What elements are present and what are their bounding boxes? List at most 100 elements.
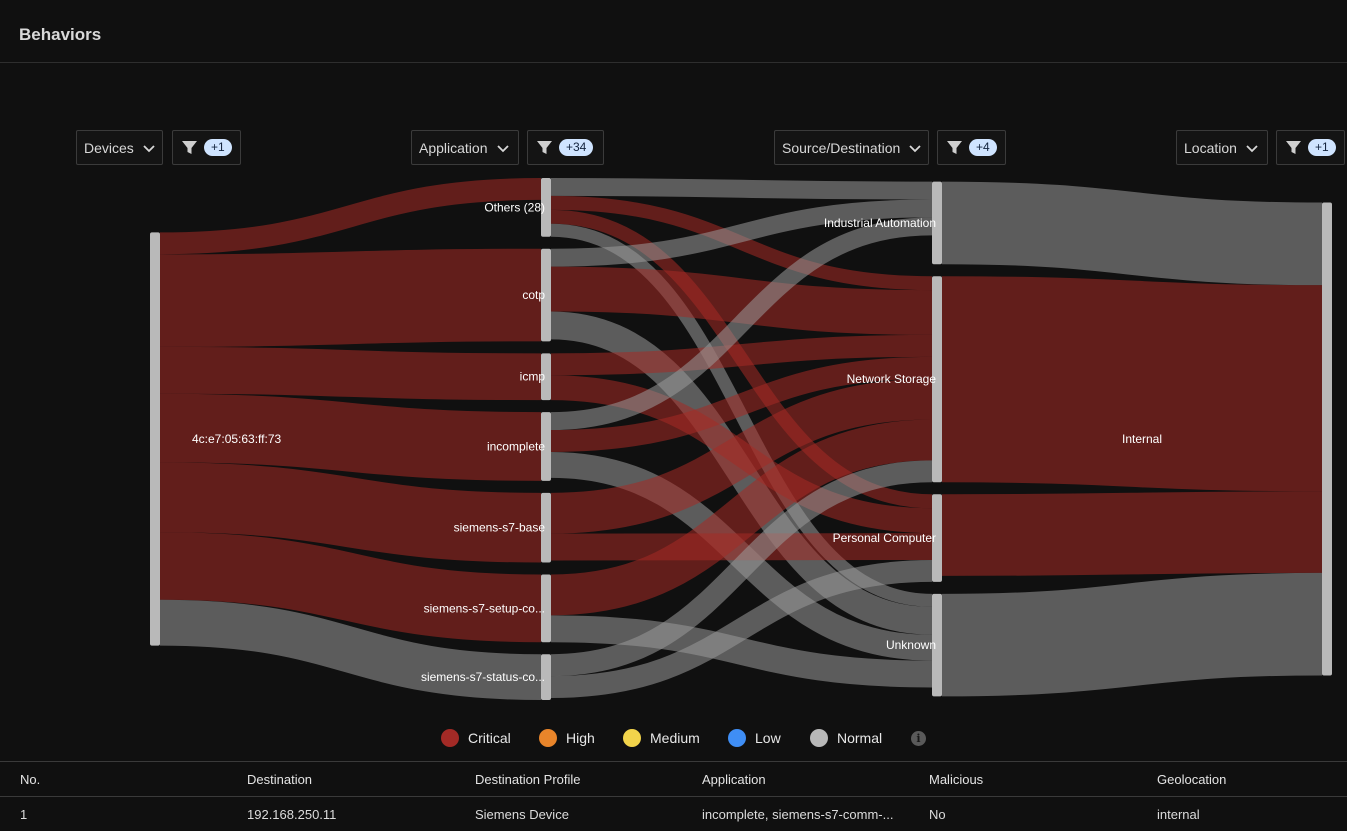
devices-dropdown[interactable]: Devices [76, 130, 163, 165]
table-row[interactable]: 1 192.168.250.11 Siemens Device incomple… [0, 797, 1347, 831]
sankey-link-device-to-cotp[interactable] [159, 248, 542, 347]
sankey-node-label-device: 4c:e7:05:63:ff:73 [192, 432, 282, 446]
sankey-link-pc-to-internal[interactable] [941, 491, 1323, 576]
application-filter-button[interactable]: +34 [527, 130, 604, 165]
chevron-down-icon [909, 144, 921, 152]
sankey-node-storage[interactable] [932, 276, 942, 483]
sankey-link-s7base-to-storage[interactable] [550, 378, 933, 534]
sankey-link-others-to-industrial[interactable] [550, 177, 933, 200]
location-filter-badge: +1 [1308, 139, 1336, 156]
sankey-link-s7setup-to-unknown[interactable] [550, 615, 933, 688]
sankey-link-cotp-to-storage[interactable] [550, 266, 933, 335]
sankey-node-pc[interactable] [932, 494, 942, 582]
cell-destination: 192.168.250.11 [247, 807, 337, 822]
behaviors-table: No. Destination Destination Profile Appl… [0, 761, 1347, 831]
application-dropdown[interactable]: Application [411, 130, 519, 165]
filter-icon [182, 141, 197, 154]
source-destination-dropdown[interactable]: Source/Destination [774, 130, 929, 165]
location-filter-button[interactable]: +1 [1276, 130, 1345, 165]
devices-dropdown-label: Devices [84, 139, 134, 156]
sankey-link-unknown-to-internal[interactable] [941, 572, 1323, 697]
legend-item-critical: Critical [441, 729, 511, 747]
legend-label-medium: Medium [650, 730, 700, 746]
source-destination-filter-badge: +4 [969, 139, 997, 156]
column-header-malicious[interactable]: Malicious [929, 772, 984, 787]
legend-item-high: High [539, 729, 595, 747]
legend-dot-medium [623, 729, 641, 747]
sankey-link-cotp-to-industrial[interactable] [550, 199, 933, 267]
legend-label-normal: Normal [837, 730, 883, 746]
sankey-link-device-to-s7setup[interactable] [159, 532, 542, 643]
page-header: Behaviors [0, 0, 1347, 63]
sankey-link-s7setup-to-storage[interactable] [550, 419, 933, 616]
sankey-node-label-s7setup: siemens-s7-setup-co... [424, 601, 545, 615]
sankey-link-incomplete-to-storage[interactable] [550, 356, 933, 452]
source-destination-dropdown-label: Source/Destination [782, 139, 901, 156]
sankey-node-icmp[interactable] [541, 353, 551, 401]
column-header-destination[interactable]: Destination [247, 772, 313, 787]
sankey-node-s7base[interactable] [541, 492, 551, 563]
sankey-node-s7setup[interactable] [541, 574, 551, 643]
sankey-node-label-internal: Internal [1122, 432, 1162, 446]
sankey-node-internal[interactable] [1322, 202, 1332, 676]
cell-no: 1 [20, 807, 28, 822]
chevron-down-icon [496, 144, 509, 152]
source-destination-filter-button[interactable]: +4 [937, 130, 1006, 165]
devices-filter-button[interactable]: +1 [172, 130, 241, 165]
filter-icon [1286, 141, 1301, 154]
page-title: Behaviors [19, 25, 102, 44]
sankey-node-label-cotp: cotp [522, 288, 545, 302]
severity-legend: Critical High Medium Low Normal i [0, 729, 1347, 749]
sankey-link-s7status-to-storage[interactable] [550, 460, 933, 677]
sankey-node-label-others: Others (28) [484, 200, 545, 214]
sankey-node-label-pc: Personal Computer [833, 531, 936, 545]
sankey-link-device-to-icmp[interactable] [159, 346, 542, 401]
chevron-down-icon [1246, 144, 1258, 152]
sankey-link-device-to-others[interactable] [159, 177, 542, 255]
sankey-node-others[interactable] [541, 178, 551, 237]
sankey-link-device-to-s7base[interactable] [159, 462, 542, 563]
sankey-node-incomplete[interactable] [541, 412, 551, 481]
sankey-node-s7status[interactable] [541, 654, 551, 700]
table-header-row: No. Destination Destination Profile Appl… [0, 762, 1347, 797]
sankey-link-others-to-storage[interactable] [550, 195, 933, 291]
legend-item-low: Low [728, 729, 781, 747]
sankey-link-device-to-incomplete[interactable] [159, 393, 542, 481]
info-icon[interactable]: i [911, 731, 926, 746]
legend-dot-high [539, 729, 557, 747]
legend-dot-normal [810, 729, 828, 747]
legend-item-normal: Normal [810, 729, 882, 747]
sankey-link-s7status-to-pc[interactable] [550, 559, 933, 699]
sankey-node-label-industrial: Industrial Automation [824, 216, 936, 230]
sankey-node-label-s7status: siemens-s7-status-co... [421, 670, 545, 684]
cell-destination-profile: Siemens Device [475, 807, 569, 822]
sankey-node-label-incomplete: incomplete [487, 439, 545, 453]
sankey-link-incomplete-to-industrial[interactable] [550, 217, 933, 431]
filter-icon [537, 141, 552, 154]
application-dropdown-label: Application [419, 139, 488, 156]
application-filter-badge: +34 [559, 139, 594, 156]
cell-application: incomplete, siemens-s7-comm-... [702, 807, 894, 822]
chevron-down-icon [143, 144, 155, 152]
devices-filter-badge: +1 [204, 139, 232, 156]
sankey-node-label-storage: Network Storage [847, 372, 937, 386]
column-header-no[interactable]: No. [20, 772, 41, 787]
sankey-node-unknown[interactable] [932, 593, 942, 697]
cell-geolocation: internal [1157, 807, 1200, 822]
legend-label-high: High [566, 730, 595, 746]
sankey-link-device-to-s7status[interactable] [159, 599, 542, 701]
sankey-node-cotp[interactable] [541, 248, 551, 342]
sankey-node-industrial[interactable] [932, 181, 942, 265]
sankey-link-industrial-to-internal[interactable] [941, 181, 1323, 286]
column-header-geolocation[interactable]: Geolocation [1157, 772, 1227, 787]
location-dropdown[interactable]: Location [1176, 130, 1268, 165]
sankey-node-label-unknown: Unknown [886, 638, 936, 652]
sankey-node-device[interactable] [150, 232, 160, 646]
column-header-destination-profile[interactable]: Destination Profile [475, 772, 581, 787]
sankey-link-s7base-to-pc[interactable] [550, 533, 933, 561]
cell-malicious: No [929, 807, 946, 822]
sankey-link-icmp-to-storage[interactable] [550, 334, 933, 376]
column-header-application[interactable]: Application [702, 772, 766, 787]
sankey-node-label-s7base: siemens-s7-base [454, 521, 546, 535]
sankey-link-storage-to-internal[interactable] [941, 276, 1323, 492]
